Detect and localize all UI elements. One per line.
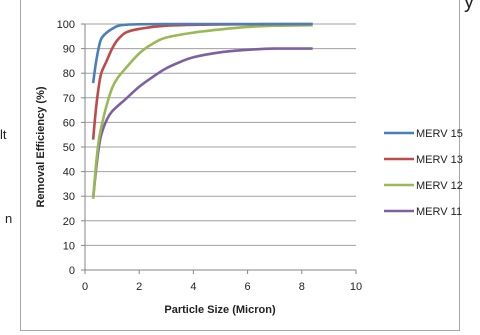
chart-frame [20,0,460,331]
series-line-merv-15 [91,22,313,84]
y-tick-label: 0 [69,265,75,277]
legend-label-merv-13: MERV 13 [416,154,463,166]
x-tick-label: 6 [245,281,251,293]
y-tick-label: 60 [63,117,75,129]
legend-label-merv-11: MERV 11 [416,206,462,218]
series-line-merv-12 [91,23,313,199]
series-line-merv-11 [91,47,313,199]
y-tick-label: 30 [63,191,75,203]
x-tick-label: 0 [82,281,88,293]
series-lines [91,22,313,199]
x-axis-title: Particle Size (Micron) [164,304,276,316]
cropped-text-fragment-left-1: lt [0,127,7,142]
legend: MERV 15 MERV 13 MERV 12 MERV 11 [384,128,463,218]
y-tick-label: 50 [63,142,75,154]
y-tick-label: 40 [63,167,75,179]
legend-label-merv-12: MERV 12 [416,180,463,192]
axes: 0 10 20 30 40 50 60 70 80 90 100 0 2 4 6 8 10 [57,19,362,293]
x-tick-label: 4 [190,281,196,293]
y-tick-label: 70 [63,93,75,105]
y-tick-label: 90 [63,44,75,56]
gridlines [85,23,356,271]
x-tick-label: 2 [136,281,142,293]
x-tick-label: 8 [299,281,305,293]
y-tick-label: 80 [63,68,75,80]
legend-label-merv-15: MERV 15 [416,128,463,140]
cropped-text-fragment-left-2: n [5,211,13,226]
y-tick-label: 10 [63,240,75,252]
y-tick-label: 20 [63,216,75,228]
x-tick-label: 10 [350,281,362,293]
y-axis-title: Removal Efficiency (%) [35,86,47,207]
y-tick-label: 100 [57,19,75,31]
cropped-text-fragment-top: y [464,0,474,13]
